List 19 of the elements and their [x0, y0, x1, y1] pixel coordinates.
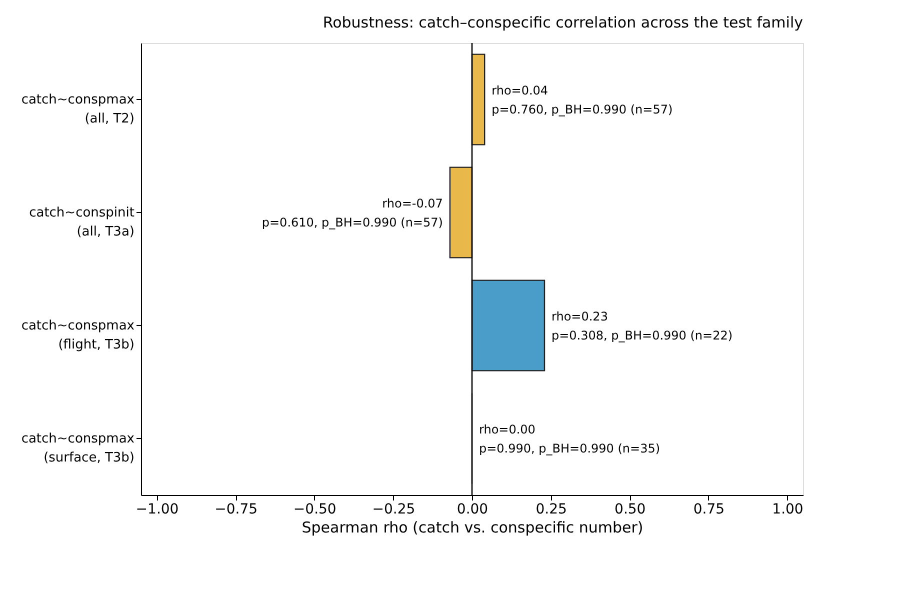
y-tick-label: catch~conspmax (all, T2) [21, 92, 135, 126]
y-tick-label: catch~conspmax (surface, T3b) [21, 432, 135, 466]
data-label: rho=-0.07 p=0.610, p_BH=0.990 (n=57) [262, 196, 443, 230]
data-label: rho=0.00 p=0.990, p_BH=0.990 (n=35) [479, 422, 660, 456]
x-tick-label: −1.00 [136, 502, 179, 518]
x-tick-label: −0.25 [372, 502, 416, 518]
x-tick-label: 0.75 [693, 502, 725, 518]
data-label: rho=0.23 p=0.308, p_BH=0.990 (n=22) [552, 310, 733, 342]
x-axis-title: Spearman rho (catch vs. conspecific number) [302, 518, 644, 536]
x-tick-label: −0.75 [214, 502, 258, 518]
x-tick-label: 1.00 [772, 502, 804, 518]
chart-title: Robustness: catch–conspecific correlation across the test family [322, 13, 804, 32]
x-tick-label: 0.25 [536, 502, 567, 518]
data-label: rho=0.04 p=0.760, p_BH=0.990 (n=57) [492, 84, 673, 116]
y-tick-label: catch~conspinit (all, T3a) [29, 206, 134, 240]
y-tick-label: catch~conspmax (flight, T3b) [21, 318, 135, 352]
x-tick-label: −0.50 [293, 502, 336, 518]
x-tick-label: 0.00 [456, 502, 488, 518]
x-tick-label: 0.50 [614, 502, 646, 518]
